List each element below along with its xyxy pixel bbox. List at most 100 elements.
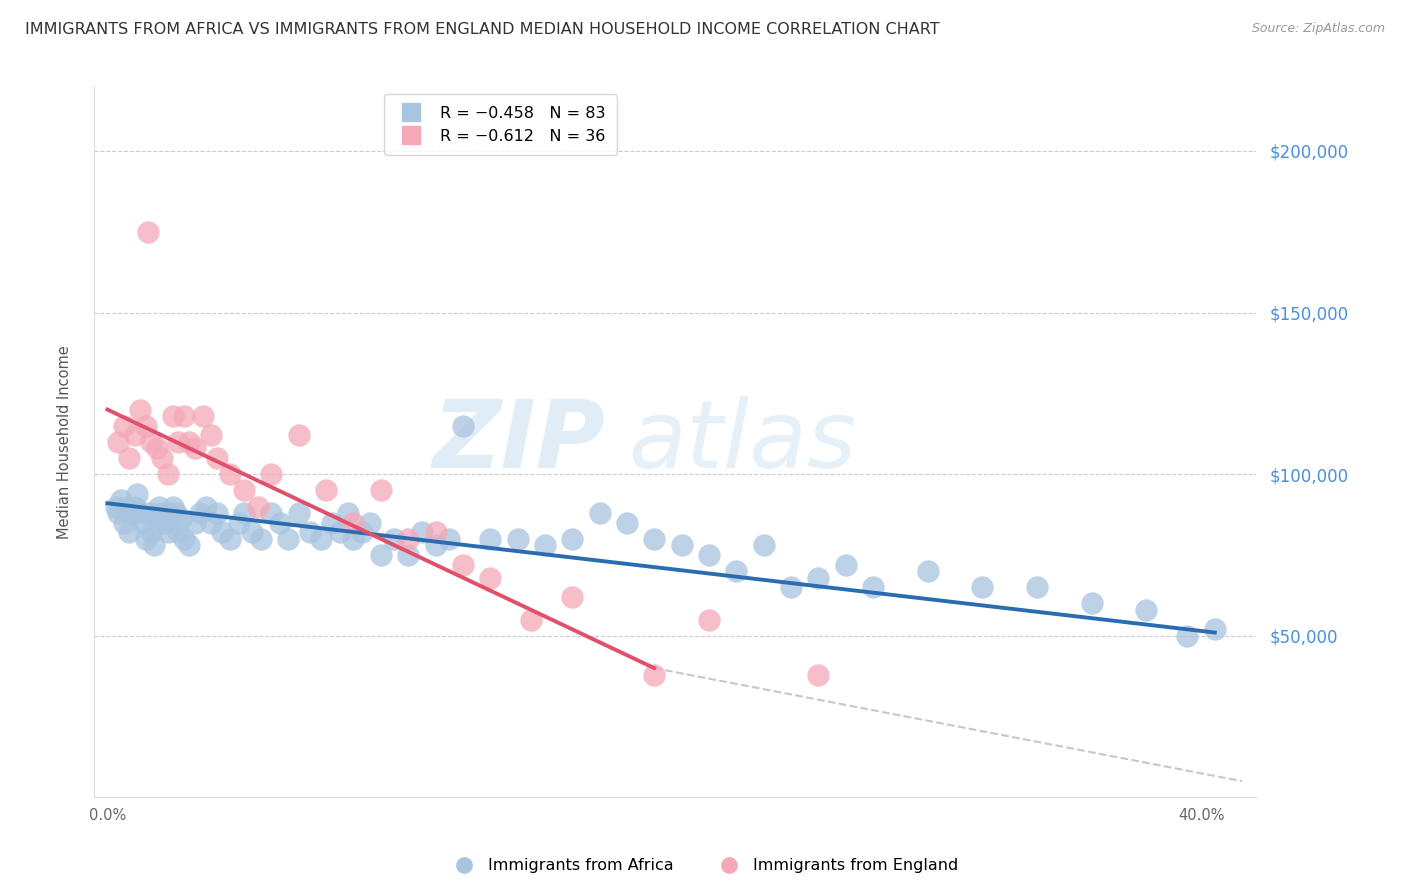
Point [228,516,250,530]
Point [972,580,994,594]
Point [1026,580,1049,594]
Text: ZIP: ZIP [432,396,605,488]
Point [643,532,665,546]
Point [321,516,343,530]
Point [451,558,474,572]
Point [188,506,211,520]
Point [162,409,184,423]
Point [1080,597,1102,611]
Point [862,580,884,594]
Point [396,532,419,546]
Point [129,402,152,417]
Point [249,532,271,546]
Point [1204,623,1226,637]
Point [150,506,173,520]
Point [173,532,195,546]
Point [121,506,143,520]
Legend: R = −0.458   N = 83, R = −0.612   N = 36: R = −0.458 N = 83, R = −0.612 N = 36 [384,95,617,154]
Point [205,506,228,520]
Text: IMMIGRANTS FROM AFRICA VS IMMIGRANTS FROM ENGLAND MEDIAN HOUSEHOLD INCOME CORREL: IMMIGRANTS FROM AFRICA VS IMMIGRANTS FRO… [25,22,941,37]
Point [139,525,162,540]
Point [725,564,748,578]
Point [127,486,149,500]
Point [260,467,283,482]
Point [138,506,160,520]
Point [211,525,233,540]
Point [200,516,222,530]
Point [917,564,939,578]
Point [298,525,321,540]
Point [129,506,152,520]
Point [167,434,190,449]
Point [350,525,373,540]
Point [384,532,406,546]
Point [184,442,207,456]
Point [520,613,543,627]
Point [697,548,720,562]
Point [148,500,170,514]
Point [194,500,217,514]
Point [359,516,381,530]
Point [451,418,474,433]
Point [329,525,352,540]
Point [145,516,167,530]
Point [112,418,135,433]
Point [269,516,291,530]
Point [142,538,165,552]
Point [479,571,502,585]
Point [411,525,433,540]
Point [616,516,638,530]
Text: Source: ZipAtlas.com: Source: ZipAtlas.com [1251,22,1385,36]
Point [643,667,665,681]
Point [170,512,193,526]
Point [173,409,195,423]
Point [697,613,720,627]
Point [115,500,138,514]
Legend: Immigrants from Africa, Immigrants from England: Immigrants from Africa, Immigrants from … [441,852,965,880]
Point [179,538,201,552]
Point [191,409,214,423]
Point [107,506,129,520]
Point [162,500,184,514]
Point [165,506,187,520]
Point [150,450,173,465]
Point [233,506,256,520]
Point [118,525,141,540]
Point [124,428,146,442]
Point [534,538,557,552]
Point [277,532,299,546]
Point [315,483,337,498]
Point [167,525,190,540]
Point [246,500,269,514]
Point [139,434,162,449]
Point [205,450,228,465]
Point [118,450,141,465]
Point [752,538,775,552]
Point [219,467,242,482]
Point [107,434,129,449]
Point [159,506,181,520]
Point [288,428,311,442]
Point [153,516,176,530]
Point [1177,629,1199,643]
Point [135,418,157,433]
Point [138,225,160,239]
Point [135,532,157,546]
Point [807,571,830,585]
Point [156,525,179,540]
Point [425,525,447,540]
Point [124,500,146,514]
Point [479,532,502,546]
Point [145,442,167,456]
Point [240,525,263,540]
Point [807,667,830,681]
Point [1135,603,1157,617]
Point [156,467,179,482]
Y-axis label: Median Household Income: Median Household Income [58,345,72,539]
Point [437,532,460,546]
Point [561,590,583,604]
Point [780,580,803,594]
Point [104,500,127,514]
Point [561,532,583,546]
Text: atlas: atlas [628,396,856,487]
